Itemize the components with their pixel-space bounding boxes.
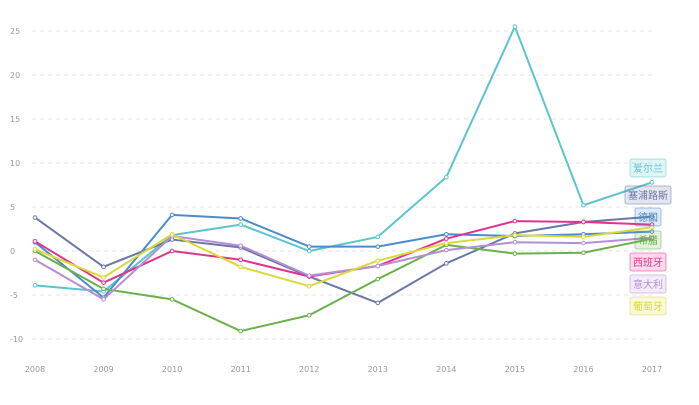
data-point (512, 24, 518, 29)
data-point (375, 300, 381, 306)
data-point (101, 275, 106, 280)
data-point (649, 180, 655, 185)
series-line (34, 237, 653, 333)
x-tick-label: 2011 (230, 365, 250, 374)
data-point (306, 248, 312, 254)
data-point (32, 246, 38, 252)
data-point (581, 219, 586, 225)
data-point (375, 263, 381, 269)
data-point (306, 273, 312, 278)
data-point (238, 216, 243, 221)
x-tick-label: 2013 (368, 365, 388, 374)
y-tick-label: 25 (10, 27, 20, 36)
data-point (375, 258, 381, 263)
x-tick-label: 2009 (93, 365, 113, 374)
data-point (375, 244, 381, 249)
data-point (512, 232, 518, 238)
data-point (512, 218, 518, 224)
data-point (649, 214, 655, 219)
series-end-label-box (634, 230, 662, 250)
data-point (649, 235, 655, 241)
series-end-label: 希腊 (638, 234, 658, 247)
x-tick-label: 2016 (573, 365, 593, 374)
data-point (238, 257, 243, 263)
data-point (581, 250, 586, 256)
data-point (306, 244, 312, 249)
data-point (101, 297, 106, 302)
series-end-label-box (629, 296, 667, 316)
data-point (444, 231, 449, 237)
y-tick-label: 10 (10, 159, 20, 168)
x-tick-label: 2010 (162, 365, 182, 374)
data-point (444, 174, 449, 180)
series-end-label: 意大利 (633, 278, 663, 291)
data-point (512, 251, 518, 256)
series-end-label: 葡萄牙 (633, 300, 663, 313)
series-line (34, 215, 653, 304)
data-point (444, 261, 449, 266)
data-point (101, 280, 106, 285)
data-point (581, 202, 586, 208)
data-point (238, 222, 243, 227)
data-point (444, 240, 449, 246)
x-tick-label: 2015 (505, 365, 525, 374)
data-point (444, 236, 449, 241)
data-point (238, 264, 243, 270)
data-point (512, 239, 518, 245)
data-point (169, 212, 175, 218)
series-end-label: 爱尔兰 (633, 162, 663, 175)
data-point (32, 283, 38, 288)
data-point (306, 312, 312, 318)
x-tick-label: 2014 (436, 365, 456, 374)
data-point (238, 243, 243, 249)
data-point (306, 283, 312, 289)
y-tick-label: 20 (10, 71, 20, 80)
data-point (375, 276, 381, 282)
data-point (32, 239, 38, 244)
x-tick-label: 2017 (642, 365, 662, 374)
y-tick-label: 5 (10, 203, 15, 212)
series-end-label: 西班牙 (633, 257, 663, 269)
data-point (101, 286, 106, 292)
x-tick-label: 2008 (25, 365, 45, 374)
y-tick-label: 0 (10, 247, 15, 256)
series-line (34, 25, 653, 293)
series-end-label-box (629, 274, 667, 294)
series-end-label: 德国 (638, 211, 658, 224)
y-tick-label: -10 (10, 335, 23, 344)
data-point (32, 257, 38, 263)
data-point (238, 328, 243, 334)
x-tick-label: 2012 (299, 365, 319, 374)
series-line (34, 226, 653, 288)
data-point (444, 247, 449, 253)
y-tick-label: -5 (10, 291, 18, 300)
data-point (169, 248, 175, 254)
series-end-label-box (624, 185, 672, 205)
series-line (34, 235, 653, 301)
data-point (581, 240, 586, 246)
series-end-label-box (634, 207, 662, 227)
y-tick-label: 15 (10, 115, 20, 124)
series-end-label: 塞浦路斯 (628, 189, 668, 202)
series-end-label-box (629, 252, 667, 272)
data-point (375, 234, 381, 240)
data-point (169, 231, 175, 237)
data-point (101, 264, 106, 270)
data-point (169, 297, 175, 302)
data-point (32, 215, 38, 220)
data-point (581, 234, 586, 240)
series-end-label-box (629, 158, 667, 178)
